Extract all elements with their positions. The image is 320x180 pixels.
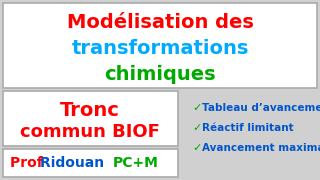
Text: ✓: ✓: [192, 143, 201, 153]
Text: PC+M: PC+M: [113, 156, 159, 170]
Text: Avancement maximale: Avancement maximale: [202, 143, 320, 153]
Text: Modélisation des: Modélisation des: [67, 12, 253, 32]
Bar: [3, 91, 178, 146]
Text: Tronc: Tronc: [60, 100, 120, 120]
Text: Réactif limitant: Réactif limitant: [202, 123, 294, 133]
Text: ✓: ✓: [192, 103, 201, 113]
Text: ✓: ✓: [192, 123, 201, 133]
Text: Ridouan: Ridouan: [40, 156, 109, 170]
Text: transformations: transformations: [71, 39, 249, 57]
Text: commun BIOF: commun BIOF: [20, 123, 160, 141]
Bar: [3, 3, 317, 88]
Text: Tableau d’avancement: Tableau d’avancement: [202, 103, 320, 113]
Text: Prof: Prof: [10, 156, 48, 170]
Bar: [3, 149, 178, 177]
Text: chimiques: chimiques: [104, 64, 216, 84]
